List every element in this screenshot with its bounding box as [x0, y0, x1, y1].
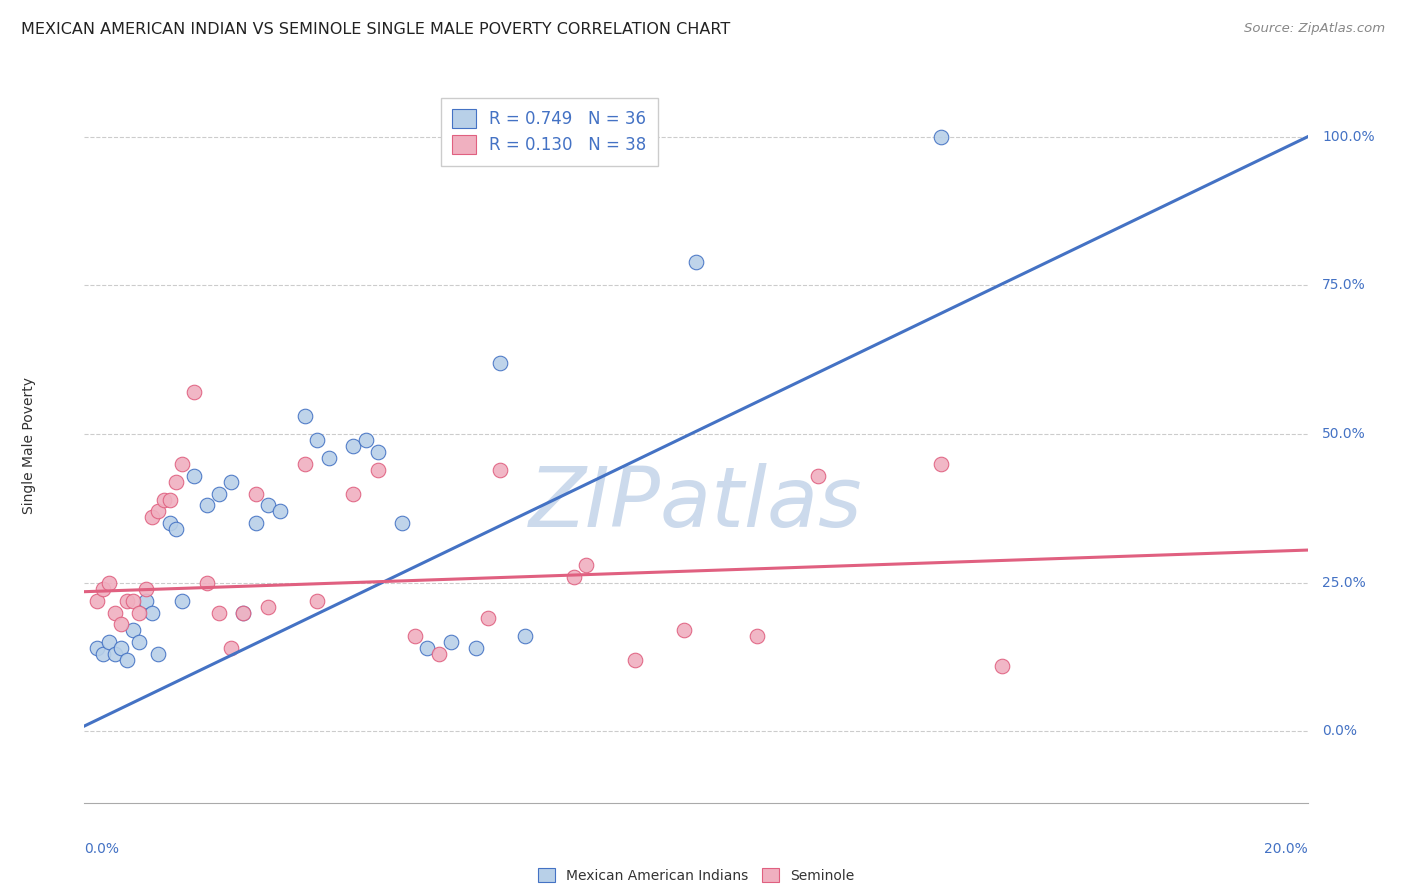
Point: [489, 463, 512, 477]
Point: [427, 647, 450, 661]
Point: [122, 624, 145, 638]
Point: [104, 606, 127, 620]
Text: 100.0%: 100.0%: [1322, 129, 1375, 144]
Point: [208, 486, 231, 500]
Point: [219, 475, 242, 489]
Point: [146, 647, 169, 661]
Point: [115, 593, 138, 607]
Point: [128, 635, 150, 649]
Point: [747, 629, 769, 643]
Point: [153, 492, 176, 507]
Point: [110, 641, 132, 656]
Point: [208, 606, 231, 620]
Text: Single Male Poverty: Single Male Poverty: [22, 377, 37, 515]
Point: [141, 510, 163, 524]
Point: [991, 659, 1014, 673]
Point: [294, 409, 316, 424]
Point: [354, 433, 377, 447]
Point: [318, 450, 340, 465]
Point: [245, 516, 267, 531]
Point: [245, 486, 267, 500]
Point: [159, 492, 181, 507]
Point: [195, 575, 218, 590]
Point: [165, 475, 187, 489]
Point: [165, 522, 187, 536]
Point: [91, 582, 114, 596]
Text: 0.0%: 0.0%: [1322, 724, 1357, 739]
Point: [122, 593, 145, 607]
Point: [294, 457, 316, 471]
Text: 75.0%: 75.0%: [1322, 278, 1367, 293]
Text: ZIPatlas: ZIPatlas: [529, 463, 863, 543]
Point: [513, 629, 536, 643]
Point: [146, 504, 169, 518]
Point: [115, 653, 138, 667]
Text: MEXICAN AMERICAN INDIAN VS SEMINOLE SINGLE MALE POVERTY CORRELATION CHART: MEXICAN AMERICAN INDIAN VS SEMINOLE SING…: [21, 22, 730, 37]
Point: [464, 641, 486, 656]
Text: 0.0%: 0.0%: [84, 842, 120, 856]
Point: [97, 635, 120, 649]
Point: [135, 582, 157, 596]
Point: [477, 611, 499, 625]
Point: [305, 593, 328, 607]
Point: [342, 439, 364, 453]
Text: Source: ZipAtlas.com: Source: ZipAtlas.com: [1244, 22, 1385, 36]
Point: [269, 504, 291, 518]
Point: [104, 647, 127, 661]
Text: 25.0%: 25.0%: [1322, 575, 1367, 590]
Point: [172, 593, 194, 607]
Text: 50.0%: 50.0%: [1322, 427, 1367, 442]
Point: [86, 641, 108, 656]
Point: [440, 635, 463, 649]
Point: [807, 468, 830, 483]
Point: [183, 468, 205, 483]
Point: [367, 463, 389, 477]
Point: [305, 433, 328, 447]
Point: [416, 641, 439, 656]
Point: [86, 593, 108, 607]
Point: [391, 516, 413, 531]
Point: [257, 599, 280, 614]
Point: [257, 499, 280, 513]
Point: [929, 129, 952, 144]
Point: [489, 356, 512, 370]
Point: [672, 624, 695, 638]
Text: 20.0%: 20.0%: [1264, 842, 1308, 856]
Legend: Mexican American Indians, Seminole: Mexican American Indians, Seminole: [533, 863, 859, 888]
Point: [172, 457, 194, 471]
Point: [91, 647, 114, 661]
Point: [128, 606, 150, 620]
Point: [159, 516, 181, 531]
Point: [342, 486, 364, 500]
Point: [135, 593, 157, 607]
Point: [232, 606, 254, 620]
Point: [404, 629, 426, 643]
Point: [97, 575, 120, 590]
Point: [367, 445, 389, 459]
Point: [624, 653, 647, 667]
Point: [929, 457, 952, 471]
Point: [232, 606, 254, 620]
Point: [575, 558, 598, 572]
Point: [141, 606, 163, 620]
Point: [195, 499, 218, 513]
Point: [183, 385, 205, 400]
Point: [685, 254, 707, 268]
Point: [562, 570, 585, 584]
Point: [110, 617, 132, 632]
Point: [219, 641, 242, 656]
